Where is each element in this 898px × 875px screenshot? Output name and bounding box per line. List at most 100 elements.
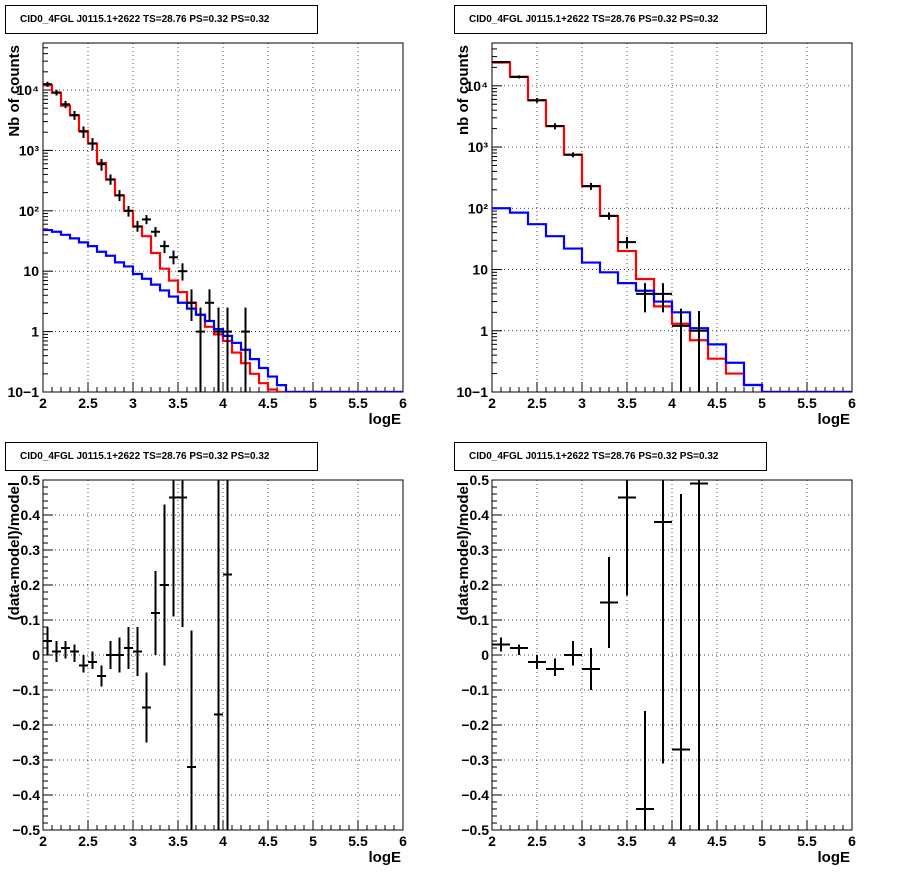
y-tick-label: −0.3: [12, 752, 40, 768]
data-point: [160, 240, 169, 254]
plot-panel-3: 2 2.5 3 3.5 4 4.5 5 5.5 6 −0.5 −0.4 −0.3 −0.2 −0.1 0 0.…: [6, 472, 407, 866]
data-point: [528, 655, 546, 669]
x-tick-label: 4: [668, 833, 676, 849]
x-tick-label: 3: [129, 833, 137, 849]
data-point: [654, 283, 672, 313]
y-tick-label: −0.4: [12, 787, 40, 803]
x-tick-label: 4: [219, 395, 227, 411]
y-tick-label: 0.2: [21, 577, 41, 593]
data-point: [169, 480, 178, 617]
data-point: [241, 307, 250, 392]
y-tick-label: 0.5: [470, 472, 490, 488]
x-tick-label: 3: [578, 395, 586, 411]
data-point: [600, 212, 618, 220]
data-point: [187, 289, 196, 321]
data-point: [564, 641, 582, 666]
data-point: [582, 648, 600, 690]
data-point: [97, 159, 106, 171]
data-point: [214, 307, 223, 392]
y-tick-label: 0.4: [470, 507, 490, 523]
data-point: [618, 236, 636, 249]
data-point: [88, 651, 97, 669]
data-point: [672, 494, 690, 830]
y-axis-label: (data-model)/model: [6, 482, 23, 620]
y-tick-label: −0.2: [461, 717, 489, 733]
series-2-step-line: [43, 228, 403, 392]
y-axis-label: (data-model)/model: [455, 482, 472, 620]
x-tick-label: 2: [488, 395, 496, 411]
y-tick-label: 0: [481, 647, 489, 663]
y-tick-label: −0.4: [461, 787, 489, 803]
plot-panel-1: 2 2.5 3 3.5 4 4.5 5 5.5 6 10−1 1 10 10² 10³ 10⁴ logE Nb …: [6, 42, 407, 428]
plot-panel-4: 2 2.5 3 3.5 4 4.5 5 5.5 6 −0.5 −0.4 −0.3 −0.2 −0.1 0 0.…: [455, 472, 856, 866]
data-point: [133, 220, 142, 232]
data-point: [79, 655, 88, 673]
y-tick-label: −0.2: [12, 717, 40, 733]
x-tick-label: 3.5: [617, 833, 637, 849]
data-point: [43, 627, 52, 655]
data-point: [546, 123, 564, 130]
data-point: [142, 672, 151, 743]
x-tick-label: 5: [309, 395, 317, 411]
x-tick-label: 4.5: [707, 395, 727, 411]
data-point: [169, 250, 178, 265]
x-axis-label: logE: [369, 411, 402, 428]
data-point: [582, 182, 600, 190]
x-tick-label: 3: [578, 833, 586, 849]
data-point: [61, 641, 70, 659]
y-tick-label: 10²: [19, 203, 40, 219]
y-tick-label: 10−1: [7, 384, 39, 400]
data-point: [510, 75, 528, 79]
y-tick-label: 0.2: [470, 577, 490, 593]
y-tick-label: 1: [31, 324, 39, 340]
data-point: [690, 311, 708, 392]
y-tick-label: −0.3: [461, 752, 489, 768]
data-point: [70, 110, 79, 120]
data-point: [187, 630, 196, 830]
data-point: [124, 627, 133, 669]
y-tick-label: −0.5: [461, 822, 489, 838]
x-tick-label: 4: [668, 395, 676, 411]
x-tick-label: 5: [758, 395, 766, 411]
x-tick-label: 2: [39, 833, 47, 849]
x-tick-label: 2.5: [527, 395, 547, 411]
x-tick-label: 5: [758, 833, 766, 849]
y-tick-label: 1: [480, 323, 488, 339]
data-point: [115, 190, 124, 202]
data-point: [160, 504, 169, 666]
data-point: [672, 308, 690, 392]
data-point: [510, 644, 528, 655]
x-tick-label: 5.5: [348, 395, 368, 411]
y-tick-label: 10⁴: [466, 78, 489, 94]
x-tick-label: 4.5: [258, 395, 278, 411]
data-point: [492, 637, 510, 652]
data-point: [124, 206, 133, 217]
x-tick-label: 5.5: [797, 395, 817, 411]
x-tick-label: 2.5: [78, 833, 98, 849]
x-axis-label: logE: [818, 849, 851, 866]
x-tick-label: 3.5: [168, 833, 188, 849]
y-tick-label: −0.1: [12, 682, 40, 698]
y-tick-label: 10²: [468, 200, 489, 216]
data-point: [52, 641, 61, 662]
x-tick-label: 5.5: [797, 833, 817, 849]
x-tick-label: 4.5: [707, 833, 727, 849]
data-point: [196, 307, 205, 392]
data-point: [654, 480, 672, 764]
y-tick-label: 0.3: [21, 542, 41, 558]
data-point: [492, 60, 510, 64]
data-point: [178, 263, 187, 281]
data-point: [142, 215, 151, 225]
x-tick-label: 3.5: [617, 395, 637, 411]
y-tick-label: 0.1: [21, 612, 41, 628]
y-tick-label: 10³: [468, 139, 489, 155]
x-tick-label: 5: [309, 833, 317, 849]
y-tick-label: −0.1: [461, 682, 489, 698]
panel-title-4: CID0_4FGL J0115.1+2622 TS=28.76 PS=0.32 …: [454, 442, 767, 471]
data-point: [106, 174, 115, 185]
y-axis-label: nb of counts: [455, 45, 472, 135]
x-tick-label: 6: [848, 395, 856, 411]
data-point: [79, 126, 88, 139]
data-point: [133, 627, 142, 676]
data-point: [61, 100, 70, 109]
